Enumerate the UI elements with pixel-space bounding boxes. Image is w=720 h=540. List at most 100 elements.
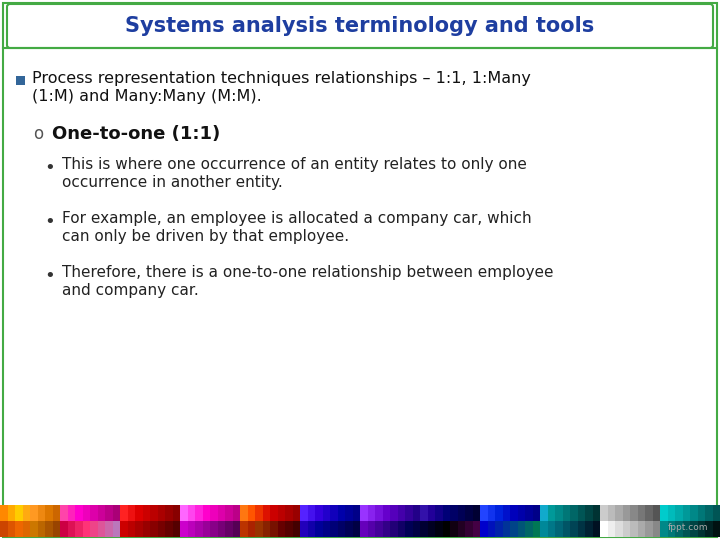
Bar — [338, 505, 345, 521]
Bar — [307, 521, 315, 537]
Bar — [600, 505, 608, 521]
Bar — [225, 521, 233, 537]
Bar — [210, 521, 217, 537]
Bar — [465, 521, 472, 537]
Bar — [450, 505, 457, 521]
Bar — [7, 505, 15, 521]
Bar — [150, 521, 158, 537]
Bar — [277, 505, 285, 521]
Bar — [135, 505, 143, 521]
Bar — [30, 521, 37, 537]
Bar — [510, 505, 518, 521]
Bar — [105, 521, 112, 537]
Bar — [518, 505, 525, 521]
Bar — [37, 505, 45, 521]
Bar — [480, 521, 487, 537]
Bar — [187, 521, 195, 537]
Bar — [60, 505, 68, 521]
Bar — [292, 521, 300, 537]
Bar — [577, 521, 585, 537]
Bar — [112, 505, 120, 521]
Bar — [53, 505, 60, 521]
Bar — [315, 505, 323, 521]
Bar — [173, 521, 180, 537]
Bar — [698, 521, 705, 537]
Bar — [405, 521, 413, 537]
Bar — [0, 505, 7, 521]
Text: •: • — [45, 159, 55, 177]
Bar — [45, 505, 53, 521]
Bar — [487, 521, 495, 537]
Bar — [652, 505, 660, 521]
Bar — [397, 505, 405, 521]
Bar — [165, 505, 173, 521]
Bar — [555, 521, 562, 537]
Bar — [472, 505, 480, 521]
Text: Process representation techniques relationships – 1:1, 1:Many: Process representation techniques relati… — [32, 71, 531, 86]
Text: This is where one occurrence of an entity relates to only one: This is where one occurrence of an entit… — [62, 158, 527, 172]
Bar — [397, 521, 405, 537]
Bar — [285, 521, 292, 537]
Bar — [540, 521, 547, 537]
Bar — [187, 505, 195, 521]
Bar — [90, 505, 97, 521]
Bar — [630, 505, 637, 521]
Bar — [127, 521, 135, 537]
Bar — [675, 521, 683, 537]
Bar — [68, 505, 75, 521]
Bar — [593, 521, 600, 537]
Bar — [143, 505, 150, 521]
Text: •: • — [45, 213, 55, 231]
Bar — [248, 505, 255, 521]
Bar — [180, 505, 187, 521]
Bar — [457, 505, 465, 521]
Bar — [615, 505, 623, 521]
Bar — [255, 521, 263, 537]
Bar — [217, 521, 225, 537]
Bar — [525, 505, 533, 521]
Bar — [675, 505, 683, 521]
Bar — [623, 505, 630, 521]
Bar — [0, 521, 7, 537]
Bar — [495, 521, 503, 537]
Text: and company car.: and company car. — [62, 282, 199, 298]
Bar — [165, 521, 173, 537]
Bar — [127, 505, 135, 521]
Bar — [202, 521, 210, 537]
Bar — [53, 521, 60, 537]
Bar — [367, 505, 375, 521]
Bar — [300, 521, 307, 537]
Bar — [300, 505, 307, 521]
Bar — [22, 521, 30, 537]
Bar — [577, 505, 585, 521]
Bar — [713, 521, 720, 537]
Bar — [390, 521, 397, 537]
Bar — [623, 521, 630, 537]
Bar — [75, 521, 83, 537]
Bar — [367, 521, 375, 537]
FancyBboxPatch shape — [7, 4, 713, 48]
Bar — [382, 521, 390, 537]
Bar — [435, 505, 443, 521]
Bar — [277, 521, 285, 537]
Bar — [450, 521, 457, 537]
Text: Therefore, there is a one-to-one relationship between employee: Therefore, there is a one-to-one relatio… — [62, 266, 554, 280]
Bar — [683, 521, 690, 537]
Bar — [195, 505, 202, 521]
Bar — [533, 521, 540, 537]
Bar — [360, 521, 367, 537]
Bar — [7, 521, 15, 537]
Bar — [143, 521, 150, 537]
Bar — [263, 521, 270, 537]
Bar — [637, 505, 645, 521]
Bar — [225, 505, 233, 521]
Bar — [645, 521, 652, 537]
Bar — [233, 521, 240, 537]
Bar — [345, 521, 353, 537]
Bar — [217, 505, 225, 521]
Bar — [83, 505, 90, 521]
Bar — [547, 505, 555, 521]
Bar — [158, 505, 165, 521]
Bar — [248, 521, 255, 537]
Bar — [112, 521, 120, 537]
